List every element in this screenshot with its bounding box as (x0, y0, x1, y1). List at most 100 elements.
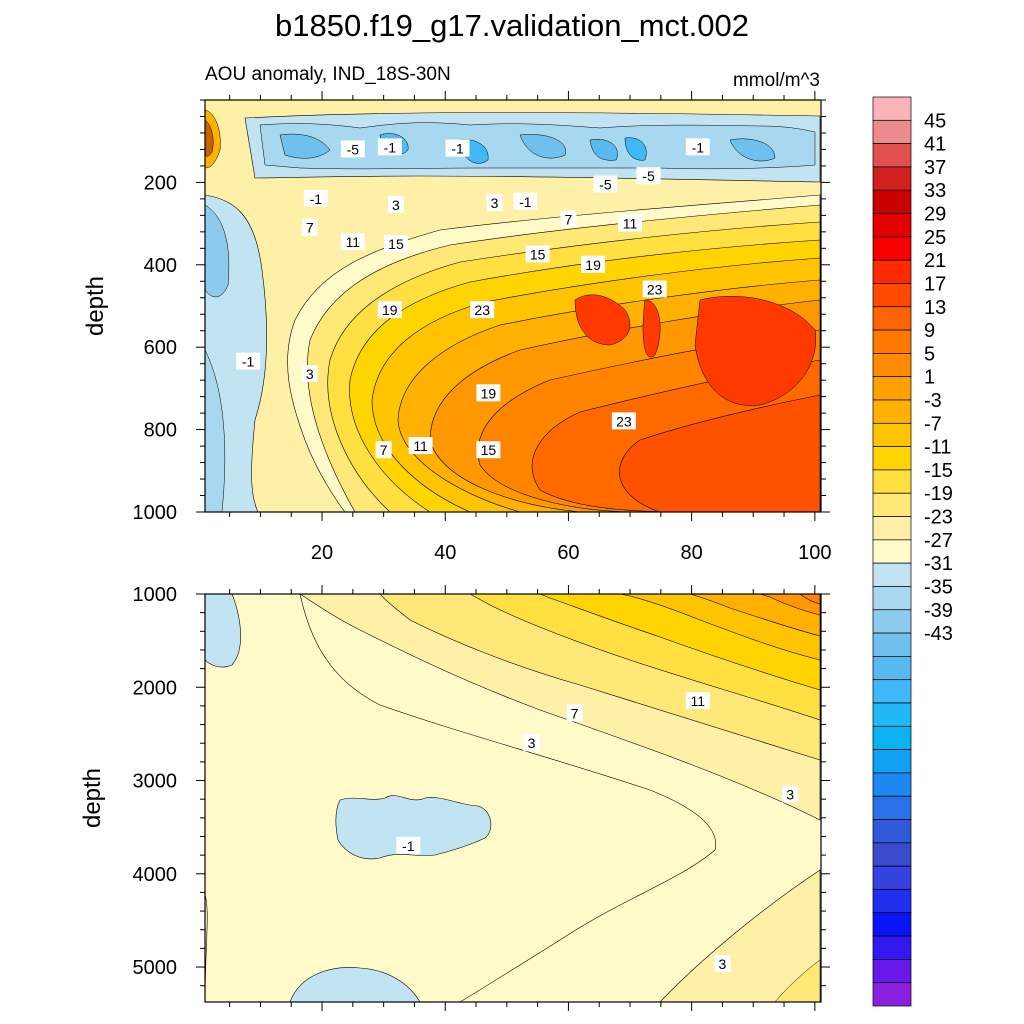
lower-axes: 1000 2000 3000 4000 5000 (133, 584, 830, 1011)
colorbar-label: 1 (924, 367, 935, 389)
contour-label-text: 7 (380, 442, 388, 458)
contour-label-box (618, 214, 643, 232)
plot-subtitle: AOU anomaly, IND_18S-30N (205, 64, 451, 85)
colorbar-box (872, 562, 912, 587)
x-tick-label: 20 (311, 542, 333, 564)
contour-label: -5 (340, 140, 365, 158)
contour-label: 23 (611, 412, 636, 430)
contour-label: 15 (383, 235, 408, 253)
contour-label-text: 19 (481, 385, 497, 401)
colorbar-box (872, 702, 912, 727)
colorbar-box (872, 259, 912, 284)
colorbar-box (872, 189, 912, 214)
contour-label-text: 23 (616, 413, 632, 429)
contour-label-text: 7 (571, 705, 579, 721)
colorbar-box (872, 492, 912, 517)
contour-label-text: -1 (242, 354, 255, 370)
contour-label-box (340, 140, 365, 158)
contour-label: 11 (685, 692, 710, 710)
contour-label: -1 (685, 138, 710, 156)
upper-panel-frame (204, 99, 822, 513)
colorbar-box (872, 842, 912, 867)
colorbar-box (872, 143, 912, 168)
colorbar-box (872, 819, 912, 844)
colorbar-label: -31 (924, 553, 953, 575)
contour-label: 7 (566, 704, 583, 722)
contour-label-text: -1 (519, 194, 532, 210)
colorbar-box (872, 912, 912, 937)
colorbar-label: -7 (924, 413, 942, 435)
lower-contour-labels: 11 7 3 3 -1 3 (396, 692, 799, 973)
contour-label-text: -5 (642, 168, 655, 184)
y-tick-label: 5000 (133, 957, 178, 979)
colorbar-label: -35 (924, 576, 953, 598)
colorbar-label: 45 (924, 110, 946, 132)
contour-label-text: -1 (451, 141, 464, 157)
contour-label: 3 (387, 196, 404, 214)
contour-label-box (513, 192, 538, 210)
upper-y-axis-label: depth (82, 276, 109, 336)
colorbar-box (872, 119, 912, 144)
colorbar-label: 5 (924, 343, 935, 365)
contour-label-box (387, 196, 404, 214)
contour-label-box (566, 704, 583, 722)
colorbar-box (872, 935, 912, 960)
colorbar-box (872, 329, 912, 354)
contour-label-text: 11 (413, 438, 428, 454)
lower-y-axis-label: depth (79, 768, 106, 828)
colorbar-box (872, 446, 912, 471)
colorbar-label: 41 (924, 134, 946, 156)
contour-label: -1 (445, 139, 470, 157)
contour-label-text: 19 (585, 257, 601, 273)
x-tick-label: 100 (798, 542, 831, 564)
colorbar-box (872, 422, 912, 447)
figure-title: b1850.f19_g17.validation_mct.002 (275, 8, 749, 43)
x-tick-label: 60 (557, 542, 579, 564)
upper-contour-field (205, 100, 821, 512)
lower-panel-frame (204, 593, 822, 1003)
colorbar-box (872, 865, 912, 890)
contour-label-box (445, 139, 470, 157)
colorbar-label: -39 (924, 600, 953, 622)
lower-panel: 11 7 3 3 -1 3 1000 2000 3000 4000 5000 depth (79, 584, 830, 1011)
contour-label-text: 7 (306, 220, 314, 236)
colorbar-box (872, 586, 912, 611)
colorbar-box (872, 795, 912, 820)
y-tick-label: 1000 (133, 584, 178, 606)
colorbar-box (872, 236, 912, 261)
contour-label-text: -5 (347, 141, 360, 157)
contour-label-text: -1 (310, 191, 323, 207)
contour-label-box (377, 301, 402, 319)
contour-label: 7 (560, 210, 577, 228)
contour-label-text: 15 (481, 442, 497, 458)
contour-label-box (685, 138, 710, 156)
contour-label: 7 (301, 218, 318, 236)
contour-label-box (476, 384, 501, 402)
contour-label-box (685, 692, 710, 710)
contour-label-box (408, 437, 433, 455)
colorbar-box (872, 306, 912, 331)
contour-label-box (714, 955, 731, 973)
colorbar-box (872, 725, 912, 750)
colorbar-box (872, 166, 912, 191)
contour-label-box (396, 836, 421, 854)
contour-label-box (611, 412, 636, 430)
contour-label: 19 (476, 384, 501, 402)
colorbar-box (872, 656, 912, 681)
contour-label-text: 3 (491, 195, 499, 211)
contour-label-box (560, 210, 577, 228)
colorbar-box (872, 353, 912, 378)
contour-label: -1 (513, 192, 538, 210)
colorbar-box (872, 632, 912, 657)
upper-contour-labels: -5 -1 -1 -1 -5 -5 -1 3 3 -1 7 7 11 11 15 15 19 23 19 23 -1 3 1… (236, 138, 710, 459)
contour-label-text: -5 (599, 176, 612, 192)
contour-label: 19 (581, 255, 606, 273)
colorbar-box (872, 679, 912, 704)
contour-label-box (470, 301, 495, 319)
contour-label-text: 3 (392, 197, 400, 213)
colorbar-label: 17 (924, 273, 946, 295)
colorbar-label: -11 (924, 437, 951, 459)
contour-label: 11 (340, 233, 365, 251)
contour-label-text: 23 (647, 282, 663, 298)
contour-label: 3 (486, 194, 503, 211)
